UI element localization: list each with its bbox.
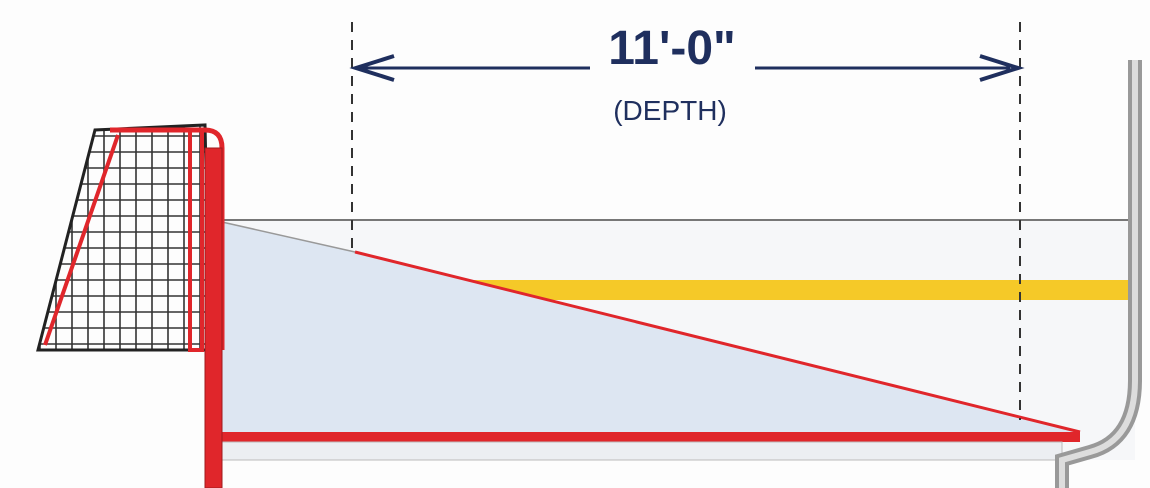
- goal-line: [222, 432, 1080, 442]
- dimension-caption: (DEPTH): [613, 95, 727, 126]
- boards-highlight: [1059, 60, 1138, 488]
- board-base: [221, 441, 1063, 461]
- goal-post: [188, 128, 204, 352]
- crease-edge: [221, 221, 356, 253]
- net: [36, 123, 212, 352]
- post-vertical: [204, 147, 223, 488]
- arrowhead: [349, 54, 395, 82]
- crease-area: [222, 222, 1080, 440]
- net-frame: [43, 134, 120, 346]
- crease-line: [354, 250, 1081, 434]
- dimension-label: 11'-0": [608, 22, 736, 75]
- yellow-stripe: [470, 280, 1132, 300]
- arrowhead: [979, 54, 1025, 82]
